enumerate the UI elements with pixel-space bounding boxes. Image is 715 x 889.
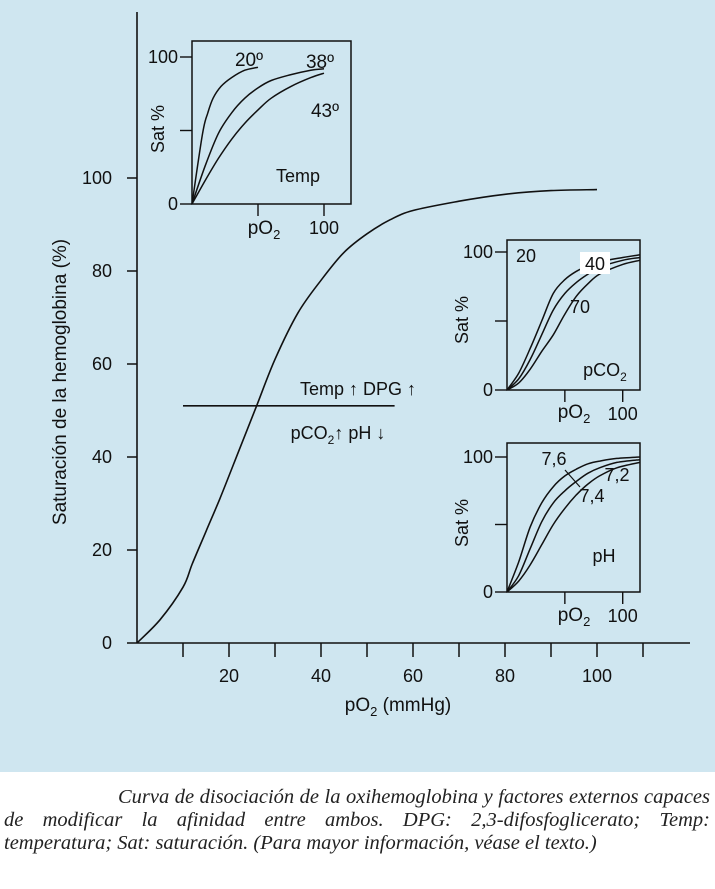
main-y-tick-label: 60 — [92, 354, 112, 374]
main-y-tick-label: 0 — [102, 633, 112, 653]
pco2-inset-ticks: 0 100 100 — [463, 242, 638, 424]
temperature-series-label-20: 20º — [235, 50, 263, 71]
ph-series-label-7-2: 7,2 — [604, 465, 629, 485]
annotation-lower-rest: ↑ pH ↓ — [334, 423, 385, 443]
temperature-inset-panel-label: Temp — [276, 166, 320, 186]
main-y-tick-label: 40 — [92, 447, 112, 467]
pco2-series-label-40: 40 — [585, 254, 605, 274]
main-x-axis-label-main: pO — [345, 695, 370, 716]
temperature-series-label-43: 43º — [311, 101, 339, 122]
main-x-tick-label: 40 — [311, 666, 331, 686]
temperature-inset: 0 100 100 Sat % pO2 Temp 20º 38º 43º — [148, 40, 352, 242]
temperature-inset-frame — [191, 40, 352, 205]
ph-inset-x-label: pO2 — [558, 605, 591, 629]
annotation-lower-main: pCO — [291, 423, 328, 443]
main-x-axis-label-sub: 2 — [370, 704, 377, 719]
temperature-inset-curves — [191, 66, 325, 205]
temperature-inset-curve-0 — [191, 66, 259, 205]
temperature-inset-y-label: Sat % — [148, 105, 168, 153]
temperature-inset-x-label-sub: 2 — [273, 227, 280, 242]
temperature-series-label-38: 38º — [306, 52, 334, 73]
ph-inset-y-tick-label: 0 — [483, 582, 493, 602]
pco2-inset-y-tick-label: 100 — [463, 242, 493, 262]
temperature-inset-curve-1 — [191, 68, 325, 205]
main-x-tick-label: 60 — [403, 666, 423, 686]
main-y-axis-label: Saturación de la hemoglobina (%) — [50, 239, 71, 525]
pco2-inset-y-tick-label: 0 — [483, 380, 493, 400]
pco2-inset-x-tick-label: 100 — [608, 404, 638, 424]
temperature-inset-x-tick-label: 100 — [309, 218, 339, 238]
pco2-inset-x-label: pO2 — [558, 402, 591, 426]
ph-inset-y-label: Sat % — [452, 499, 472, 547]
pco2-series-label-70: 70 — [570, 297, 590, 317]
ph-label-leader-line — [564, 469, 581, 488]
ph-inset-x-tick-label: 100 — [608, 606, 638, 626]
figure-caption: Curva de disociación de la oxihemoglobin… — [4, 786, 710, 854]
pco2-inset-y-label: Sat % — [452, 296, 472, 344]
pco2-inset-panel-label: pCO2 — [583, 360, 627, 384]
ph-inset-y-tick-label: 100 — [463, 447, 493, 467]
ph-inset-curves — [506, 456, 641, 593]
ph-inset-curve-1 — [506, 458, 641, 593]
temperature-inset-x-label-main: pO — [248, 218, 273, 239]
ph-series-label-7-4: 7,4 — [579, 486, 604, 506]
pco2-series-label-20: 20 — [516, 246, 536, 266]
main-dissociation-curve — [136, 188, 598, 644]
ph-series-label-7-6: 7,6 — [541, 449, 566, 469]
annotation-lower-sub: 2 — [328, 433, 335, 447]
temperature-inset-x-label: pO2 — [248, 218, 281, 242]
pco2-inset-panel-label-sub: 2 — [620, 370, 627, 384]
ph-inset-x-label-sub: 2 — [583, 614, 590, 629]
ph-inset-curve-0 — [506, 456, 641, 593]
ph-inset-panel-label: pH — [592, 546, 615, 566]
pco2-inset-panel-label-main: pCO — [583, 360, 620, 380]
main-x-tick-label: 100 — [582, 666, 612, 686]
temperature-inset-curve-2 — [191, 72, 325, 205]
temperature-inset-y-tick-label: 0 — [168, 194, 178, 214]
pco2-inset-x-label-main: pO — [558, 402, 583, 423]
ph-inset-ticks: 0 100 100 — [463, 447, 638, 626]
main-x-axis-label-unit: (mmHg) — [377, 695, 451, 716]
main-y-tick-label: 100 — [82, 168, 112, 188]
temperature-inset-ticks: 0 100 100 — [148, 47, 339, 238]
ph-inset-curve-2 — [506, 461, 641, 593]
main-x-tick-label: 20 — [219, 666, 239, 686]
main-x-tick-label: 80 — [495, 666, 515, 686]
pco2-inset-frame — [506, 239, 641, 391]
annotation-upper-text: Temp ↑ DPG ↑ — [300, 379, 416, 399]
ph-inset: 0 100 100 Sat % pO2 pH 7,6 7,4 7,2 — [452, 442, 641, 629]
ph-inset-x-label-main: pO — [558, 605, 583, 626]
main-x-axis-label: pO2 (mmHg) — [345, 695, 451, 719]
main-x-ticks: 20 40 60 80 100 — [182, 643, 644, 686]
temperature-inset-y-tick-label: 100 — [148, 47, 178, 67]
annotation-lower-text: pCO2↑ pH ↓ — [291, 423, 386, 447]
pco2-inset-x-label-sub: 2 — [583, 411, 590, 426]
main-y-tick-label: 80 — [92, 261, 112, 281]
pco2-series-label-40-backdrop — [580, 252, 610, 274]
main-y-ticks: 0 20 40 60 80 100 — [82, 168, 137, 653]
main-y-tick-label: 20 — [92, 540, 112, 560]
